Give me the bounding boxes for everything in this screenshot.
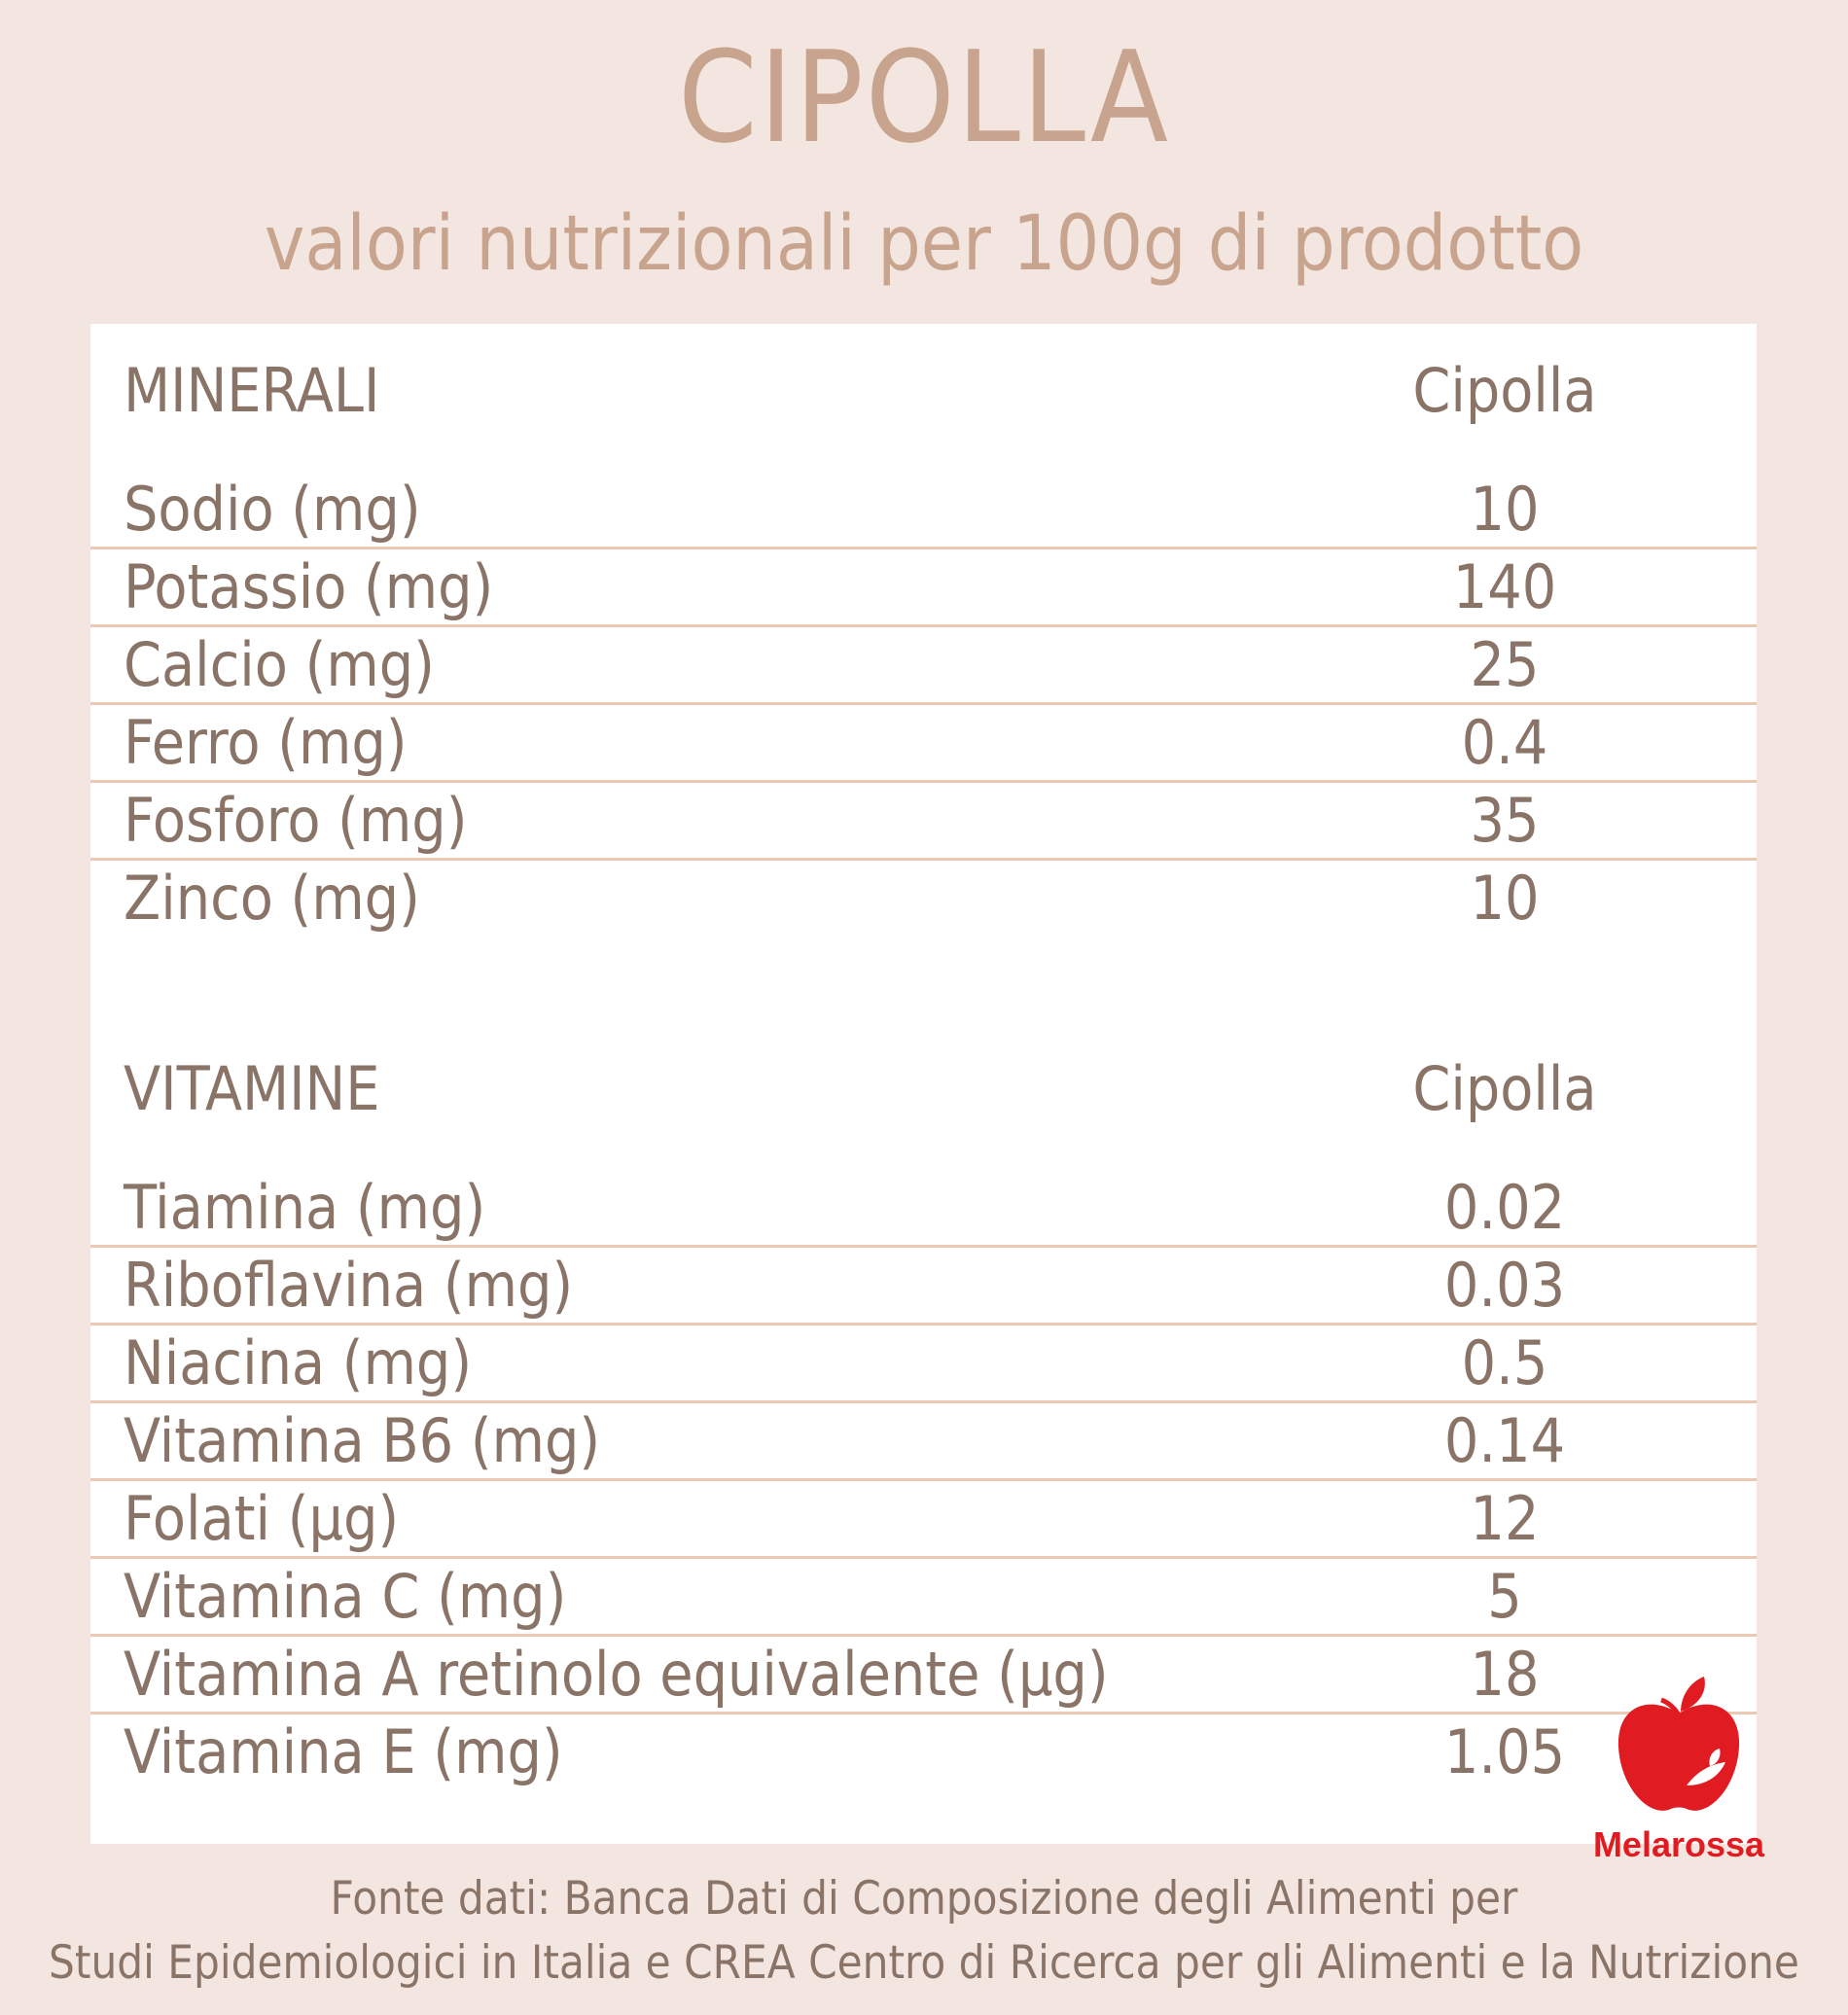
- apple-icon: [1617, 1677, 1740, 1811]
- row-value: 1.05: [1443, 1716, 1566, 1787]
- row-label: Vitamina C (mg): [124, 1561, 567, 1632]
- row-label: Tiamina (mg): [124, 1172, 486, 1243]
- row-value: 10: [1470, 863, 1540, 934]
- minerals-heading: MINERALI: [124, 355, 380, 426]
- table-row: Niacina (mg) 0.5: [90, 1326, 1757, 1403]
- row-label: Niacina (mg): [124, 1327, 473, 1398]
- row-value: 0.14: [1443, 1405, 1566, 1476]
- table-row: Vitamina C (mg) 5: [90, 1559, 1757, 1637]
- row-label: Vitamina A retinolo equivalente (µg): [124, 1639, 1109, 1710]
- row-value: 25: [1470, 629, 1540, 700]
- brand-name: Melarossa: [1592, 1824, 1765, 1864]
- melarossa-logo: Melarossa: [1576, 1673, 1782, 1865]
- row-label: Calcio (mg): [124, 629, 435, 700]
- row-value: 5: [1487, 1561, 1522, 1632]
- table-row: Zinco (mg) 10: [90, 861, 1757, 938]
- page-title: CIPOLLA: [678, 23, 1170, 171]
- vitamins-header: VITAMINE Cipolla: [124, 1053, 1757, 1131]
- row-value: 0.02: [1443, 1172, 1566, 1243]
- minerals-column-header: Cipolla: [1412, 355, 1597, 426]
- table-row: Vitamina B6 (mg) 0.14: [90, 1403, 1757, 1481]
- row-label: Vitamina E (mg): [124, 1716, 563, 1787]
- row-value: 0.03: [1443, 1250, 1566, 1321]
- table-row: Ferro (mg) 0.4: [90, 705, 1757, 783]
- source-line-2: Studi Epidemiologici in Italia e CREA Ce…: [49, 1936, 1799, 1990]
- row-label: Riboflavina (mg): [124, 1250, 574, 1321]
- row-value: 0.4: [1461, 707, 1548, 778]
- table-row: Tiamina (mg) 0.02: [90, 1170, 1757, 1248]
- table-row: Potassio (mg) 140: [90, 549, 1757, 627]
- source-line-1: Fonte dati: Banca Dati di Composizione d…: [330, 1872, 1518, 1926]
- row-value: 140: [1452, 551, 1557, 622]
- vitamins-rows: Tiamina (mg) 0.02 Riboflavina (mg) 0.03 Ni…: [90, 1170, 1757, 1792]
- source-note: Fonte dati: Banca Dati di Composizione d…: [0, 1867, 1848, 1996]
- row-label: Sodio (mg): [124, 474, 421, 545]
- table-row: Folati (µg) 12: [90, 1481, 1757, 1559]
- page-subtitle: valori nutrizionali per 100g di prodotto: [264, 200, 1584, 288]
- table-row: Fosforo (mg) 35: [90, 783, 1757, 861]
- nutrition-table: MINERALI Cipolla Sodio (mg) 10 Potassio (…: [90, 324, 1757, 1844]
- row-value: 35: [1470, 785, 1540, 856]
- row-label: Vitamina B6 (mg): [124, 1405, 601, 1476]
- row-value: 18: [1470, 1639, 1540, 1710]
- row-value: 12: [1470, 1483, 1540, 1554]
- vitamins-column-header: Cipolla: [1412, 1053, 1597, 1124]
- row-label: Potassio (mg): [124, 551, 494, 622]
- row-label: Zinco (mg): [124, 863, 420, 934]
- table-row: Vitamina A retinolo equivalente (µg) 18: [90, 1637, 1757, 1715]
- table-row: Riboflavina (mg) 0.03: [90, 1248, 1757, 1326]
- table-row: Calcio (mg) 25: [90, 627, 1757, 705]
- table-row: Vitamina E (mg) 1.05: [90, 1715, 1757, 1792]
- table-row: Sodio (mg) 10: [90, 472, 1757, 549]
- minerals-rows: Sodio (mg) 10 Potassio (mg) 140 Calcio (mg…: [90, 472, 1757, 938]
- row-label: Fosforo (mg): [124, 785, 468, 856]
- row-value: 0.5: [1461, 1327, 1548, 1398]
- row-value: 10: [1470, 474, 1540, 545]
- minerals-header: MINERALI Cipolla: [124, 355, 1757, 433]
- row-label: Ferro (mg): [124, 707, 408, 778]
- row-label: Folati (µg): [124, 1483, 400, 1554]
- vitamins-heading: VITAMINE: [124, 1053, 380, 1124]
